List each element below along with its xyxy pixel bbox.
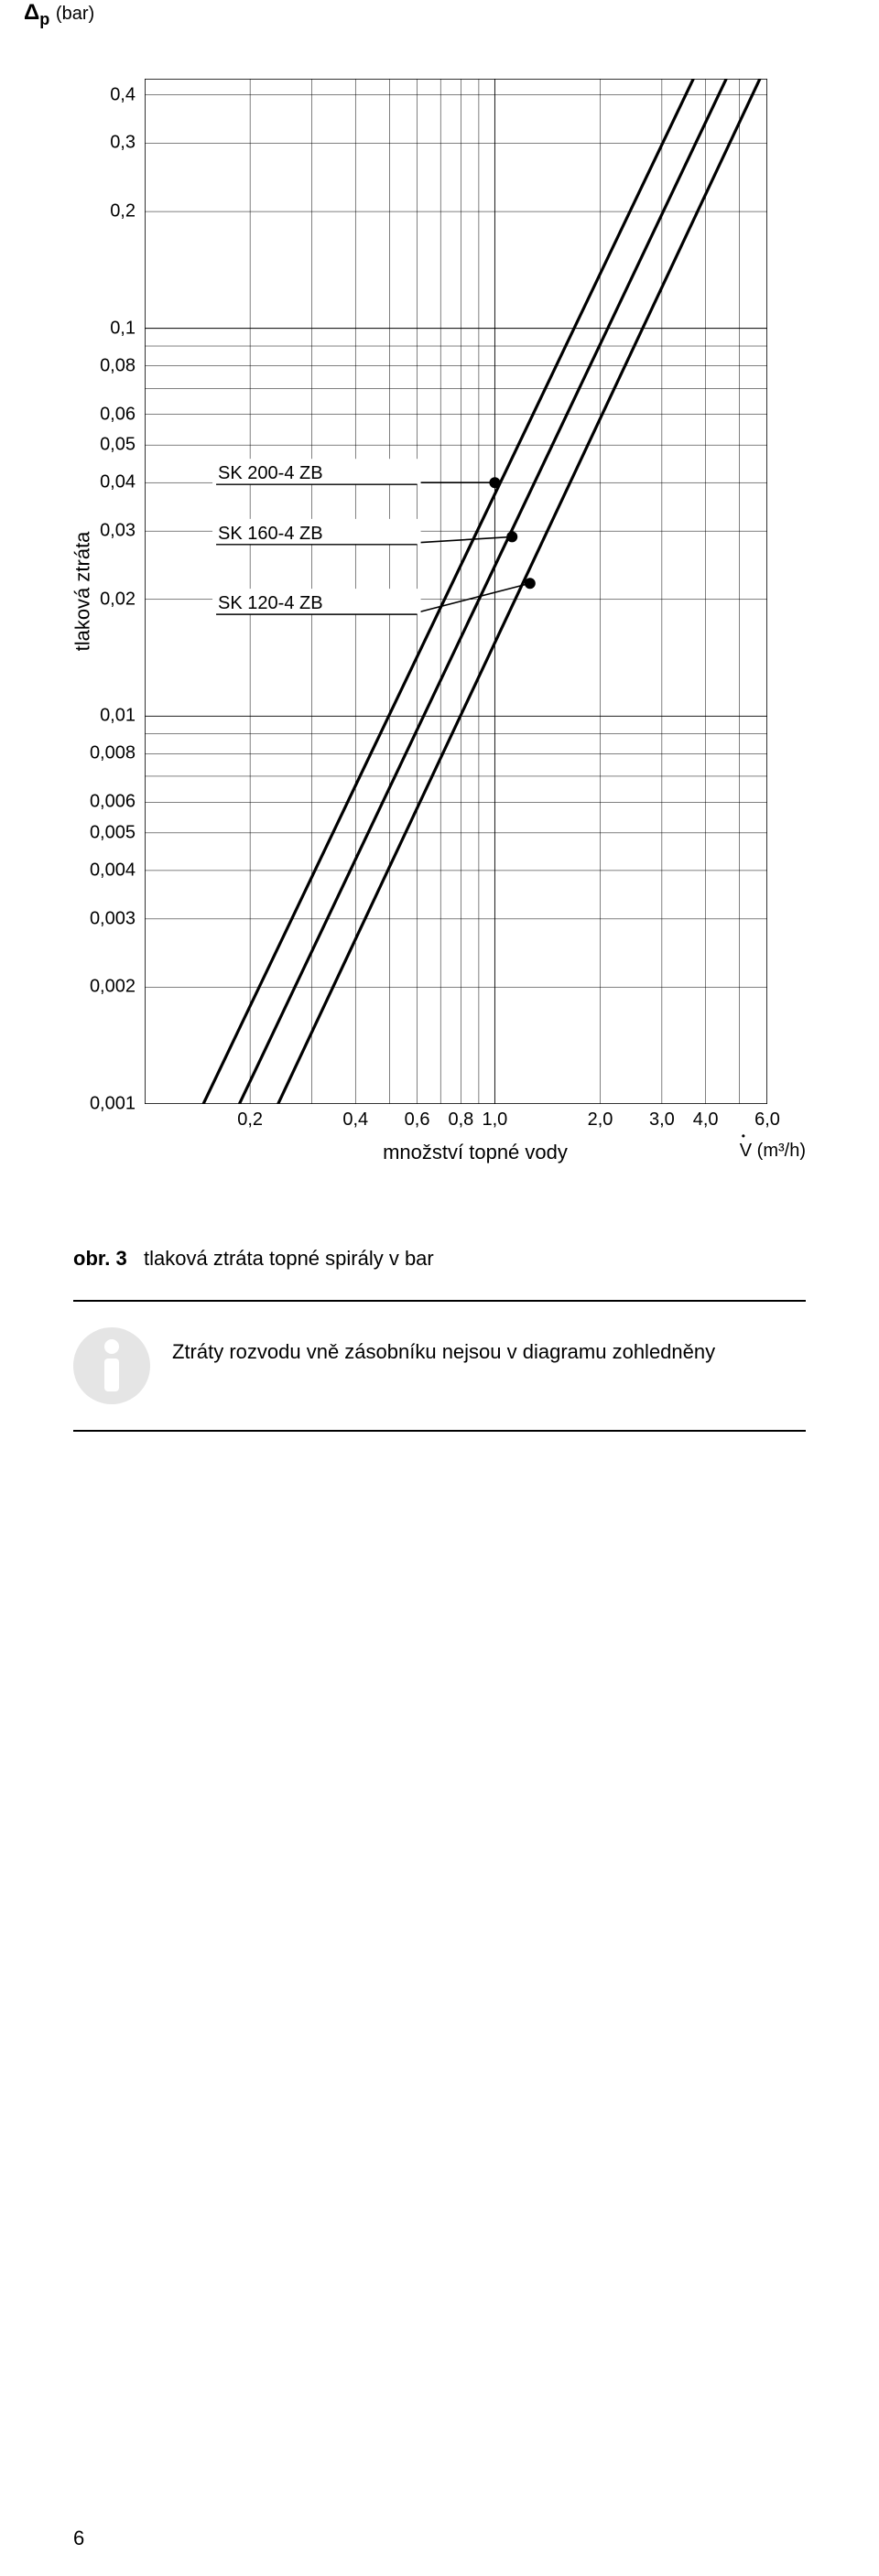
y-tick: 0,005 <box>90 822 136 843</box>
y-axis-ticks: 0,4 0,3 0,2 0,1 0,08 0,06 0,05 0,04 0,03 0,02 0,01… <box>73 79 145 1104</box>
svg-text:SK 120-4 ZB: SK 120-4 ZB <box>218 593 323 613</box>
page-number: 6 <box>73 2527 84 2550</box>
y-axis-title: Δp (bar) <box>24 0 94 29</box>
y-tick: 0,001 <box>90 1094 136 1115</box>
y-tick: 0,003 <box>90 908 136 929</box>
x-tick: 3,0 <box>649 1109 675 1131</box>
x-tick: 0,2 <box>237 1109 263 1131</box>
y-tick: 0,04 <box>100 472 136 493</box>
y-tick: 0,006 <box>90 792 136 813</box>
x-axis-unit: V• (m³/h) <box>740 1141 806 1162</box>
y-tick: 0,05 <box>100 435 136 456</box>
x-tick: 4,0 <box>693 1109 719 1131</box>
x-axis-ticks: 0,20,40,60,81,02,03,04,06,0 <box>145 1104 767 1139</box>
y-tick: 0,03 <box>100 521 136 542</box>
x-tick: 0,8 <box>448 1109 473 1131</box>
y-tick: 0,008 <box>90 743 136 764</box>
y-tick: 0,004 <box>90 860 136 881</box>
x-tick: 0,6 <box>405 1109 430 1131</box>
info-text: Ztráty rozvodu vně zásobníku nejsou v di… <box>172 1327 715 1367</box>
y-tick: 0,01 <box>100 706 136 727</box>
info-icon <box>73 1327 150 1404</box>
y-tick: 0,06 <box>100 404 136 425</box>
y-tick: 0,08 <box>100 355 136 376</box>
figure-caption: obr. 3 tlaková ztráta topné spirály v ba… <box>73 1247 806 1271</box>
x-axis-label: množství topné vody <box>383 1141 568 1164</box>
y-tick: 0,4 <box>110 84 136 105</box>
chart-plot-area: SK 200-4 ZB SK 160-4 ZB SK 120-4 ZB <box>145 79 767 1104</box>
x-tick: 0,4 <box>342 1109 368 1131</box>
y-tick: 0,1 <box>110 318 136 339</box>
y-tick: 0,02 <box>100 589 136 610</box>
y-tick: 0,3 <box>110 133 136 154</box>
y-tick: 0,002 <box>90 977 136 998</box>
x-tick: 1,0 <box>483 1109 508 1131</box>
x-tick: 6,0 <box>754 1109 780 1131</box>
info-box: Ztráty rozvodu vně zásobníku nejsou v di… <box>73 1300 806 1432</box>
y-tick: 0,2 <box>110 201 136 222</box>
x-axis-label-row: množství topné vody V• (m³/h) <box>145 1141 806 1164</box>
svg-text:SK 160-4 ZB: SK 160-4 ZB <box>218 524 323 544</box>
svg-text:SK 200-4 ZB: SK 200-4 ZB <box>218 463 323 483</box>
x-tick: 2,0 <box>588 1109 613 1131</box>
